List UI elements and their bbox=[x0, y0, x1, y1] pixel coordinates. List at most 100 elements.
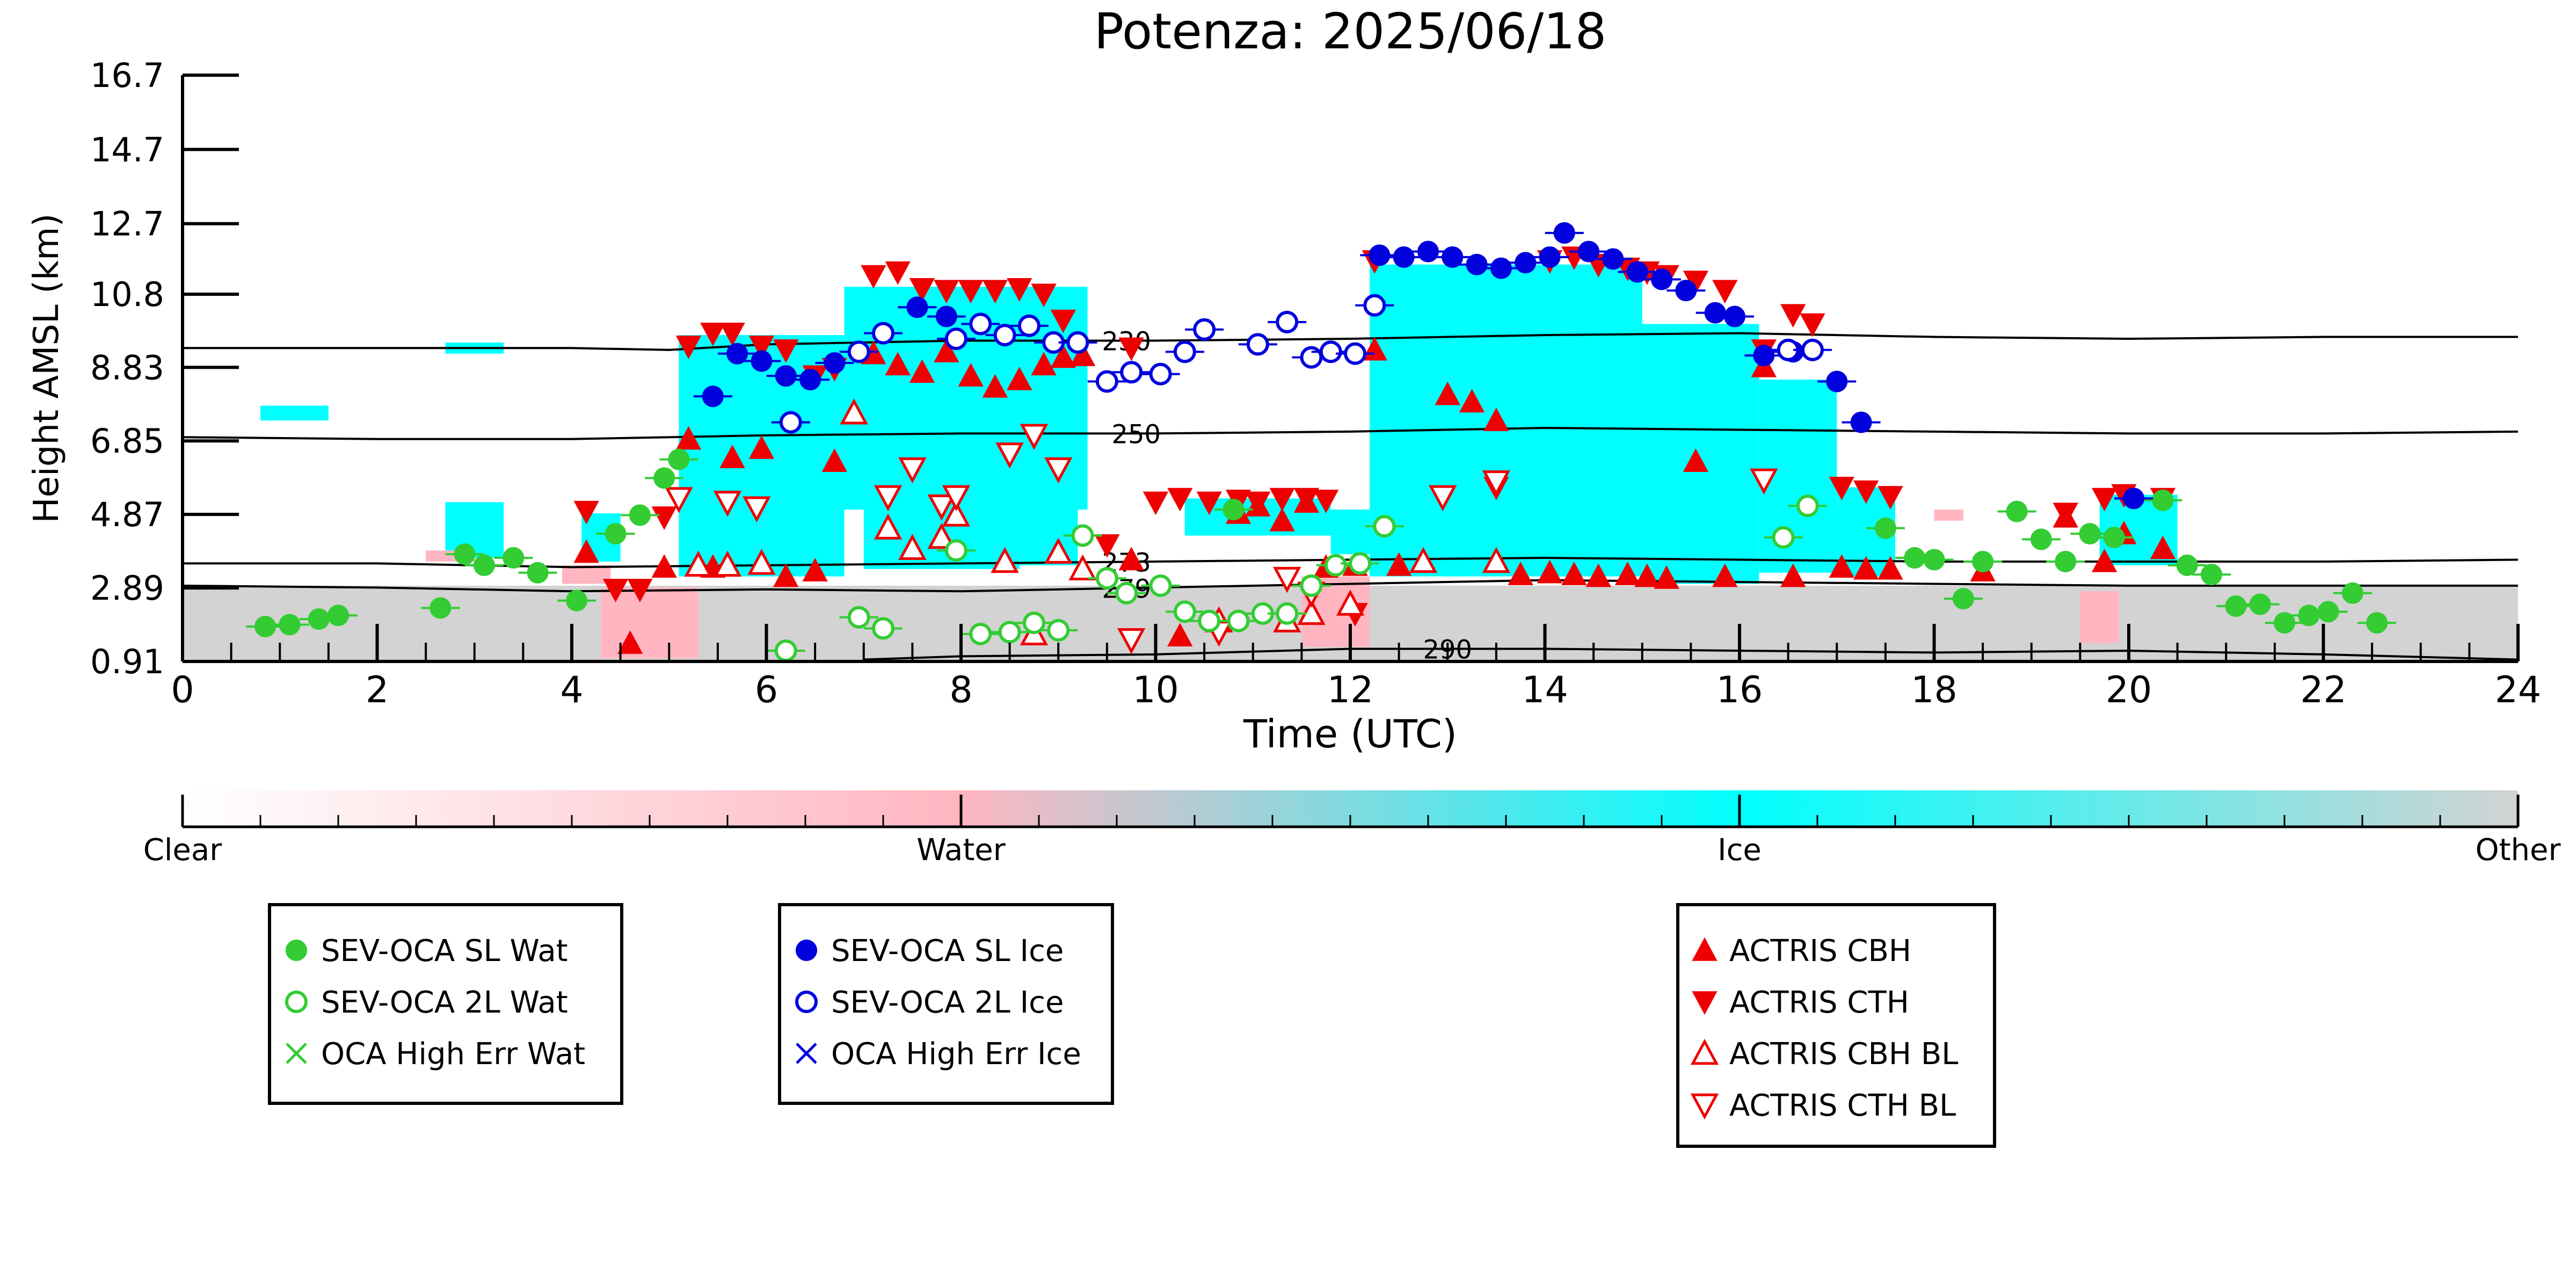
legend-label: SEV-OCA SL Ice bbox=[831, 934, 1064, 969]
point-sev-oca-2l-ice bbox=[1344, 342, 1367, 365]
point-actris-cbh-bl bbox=[684, 550, 712, 577]
x-tick-label: 6 bbox=[755, 669, 778, 711]
legend-box-3: ACTRIS CBH ACTRIS CTH ACTRIS CBH BL ACTRIS … bbox=[1676, 903, 1996, 1148]
point-sev-oca-sl-ice bbox=[824, 352, 846, 374]
cloud-region-ice bbox=[1330, 510, 1370, 555]
point-actris-cbh bbox=[2150, 535, 2176, 559]
legend-marker bbox=[1690, 1038, 1719, 1065]
point-actris-cth bbox=[602, 579, 629, 602]
point-actris-cth bbox=[627, 579, 653, 602]
point-sev-oca-2l-wat bbox=[1349, 552, 1372, 575]
point-actris-cth bbox=[1829, 476, 1854, 500]
point-sev-oca-sl-ice bbox=[1753, 345, 1775, 367]
y-tick-label: 14.7 bbox=[90, 130, 164, 169]
point-actris-cbh-bl bbox=[1482, 547, 1511, 573]
point-sev-oca-sl-ice bbox=[1578, 241, 1600, 263]
point-sev-oca-2l-wat bbox=[847, 606, 870, 629]
point-actris-cbh bbox=[1269, 507, 1295, 532]
point-sev-oca-sl-wat bbox=[2201, 564, 2223, 586]
point-actris-cbh-bl bbox=[840, 398, 868, 425]
point-sev-oca-sl-ice bbox=[1393, 246, 1415, 268]
x-tick-label: 12 bbox=[1327, 669, 1374, 711]
legend-marker bbox=[796, 1043, 817, 1064]
point-actris-cbh bbox=[821, 448, 848, 472]
point-actris-cbh bbox=[2092, 548, 2117, 572]
x-tick-label: 20 bbox=[2106, 669, 2152, 711]
legend-marker bbox=[286, 1043, 307, 1064]
legend-frame bbox=[268, 903, 623, 1105]
point-sev-oca-2l-ice bbox=[1095, 370, 1118, 393]
point-actris-cbh bbox=[651, 554, 677, 578]
point-sev-oca-sl-wat bbox=[2249, 593, 2271, 615]
point-sev-oca-sl-wat bbox=[2225, 595, 2247, 617]
point-sev-oca-sl-ice bbox=[702, 385, 724, 407]
x-tick-label: 24 bbox=[2495, 669, 2542, 711]
point-sev-oca-sl-ice bbox=[751, 350, 773, 372]
point-actris-cbh bbox=[719, 445, 745, 469]
legend-box-1: SEV-OCA SL Wat SEV-OCA 2L Wat OCA High Err… bbox=[268, 903, 623, 1105]
point-actris-cbh bbox=[1780, 563, 1806, 587]
point-sev-oca-sl-ice bbox=[1602, 248, 1624, 270]
isotherm-label: 250 bbox=[1111, 419, 1161, 449]
y-axis-label: Height AMSL (km) bbox=[27, 214, 67, 523]
point-actris-cth bbox=[773, 339, 799, 363]
point-sev-oca-sl-wat bbox=[2079, 523, 2101, 545]
point-sev-oca-sl-wat bbox=[1952, 588, 1974, 610]
point-actris-cbh-bl bbox=[1068, 554, 1097, 580]
point-sev-oca-2l-ice bbox=[1066, 331, 1089, 354]
point-sev-oca-2l-ice bbox=[847, 340, 870, 363]
colorbar-label: Clear bbox=[143, 833, 222, 868]
point-actris-cth bbox=[1196, 491, 1222, 515]
y-tick-label: 2.89 bbox=[90, 569, 164, 608]
point-actris-cth bbox=[909, 278, 935, 302]
cloud-region-water bbox=[1934, 510, 1963, 521]
point-sev-oca-sl-ice bbox=[1442, 246, 1464, 268]
y-tick-label: 10.8 bbox=[90, 275, 164, 314]
point-sev-oca-2l-ice bbox=[1246, 333, 1269, 356]
point-actris-cbh-bl bbox=[1409, 547, 1438, 573]
point-sev-oca-sl-wat bbox=[328, 605, 349, 627]
point-actris-cth-bl bbox=[942, 485, 971, 512]
point-sev-oca-sl-wat bbox=[503, 547, 525, 569]
point-actris-cbh bbox=[1853, 556, 1879, 580]
point-actris-cbh-bl bbox=[898, 534, 927, 560]
point-actris-cth-bl bbox=[927, 494, 956, 521]
point-actris-cbh bbox=[1537, 559, 1563, 584]
point-sev-oca-sl-wat bbox=[279, 614, 301, 636]
x-tick-label: 0 bbox=[171, 669, 194, 711]
x-tick-label: 4 bbox=[560, 669, 583, 711]
point-sev-oca-sl-wat bbox=[2055, 550, 2077, 572]
point-sev-oca-2l-wat bbox=[998, 621, 1021, 644]
cloud-region-ice bbox=[445, 502, 504, 558]
legend-marker bbox=[1690, 1093, 1719, 1120]
point-actris-cbh bbox=[909, 359, 935, 383]
legend-marker bbox=[285, 991, 308, 1013]
point-actris-cbh bbox=[1683, 448, 1709, 472]
point-sev-oca-2l-wat bbox=[1373, 515, 1396, 538]
point-sev-oca-sl-ice bbox=[1850, 411, 1872, 433]
legend-label: OCA High Err Ice bbox=[831, 1037, 1081, 1072]
legend-label: ACTRIS CBH bbox=[1729, 934, 1911, 969]
point-sev-oca-sl-wat bbox=[566, 590, 588, 612]
colorbar-label: Other bbox=[2475, 833, 2561, 868]
point-actris-cbh bbox=[1654, 565, 1679, 589]
data-markers bbox=[246, 222, 2397, 662]
point-sev-oca-sl-ice bbox=[2123, 487, 2145, 510]
point-actris-cth bbox=[982, 280, 1008, 304]
point-actris-cbh-bl bbox=[991, 547, 1019, 573]
point-actris-cth-bl bbox=[1750, 468, 1778, 495]
point-sev-oca-2l-ice bbox=[1801, 338, 1824, 361]
point-actris-cbh bbox=[1118, 547, 1144, 571]
point-sev-oca-sl-wat bbox=[254, 615, 276, 637]
point-actris-cbh-bl bbox=[747, 549, 776, 575]
point-sev-oca-sl-ice bbox=[1490, 257, 1512, 279]
point-sev-oca-sl-ice bbox=[906, 296, 928, 318]
point-sev-oca-2l-ice bbox=[1193, 318, 1216, 341]
point-sev-oca-sl-wat bbox=[1874, 517, 1896, 539]
y-tick-label: 4.87 bbox=[90, 495, 164, 534]
point-actris-cth-bl bbox=[1482, 470, 1511, 497]
legend-marker bbox=[796, 940, 817, 961]
point-actris-cth bbox=[1780, 304, 1806, 328]
isotherm-250 bbox=[183, 426, 2518, 440]
